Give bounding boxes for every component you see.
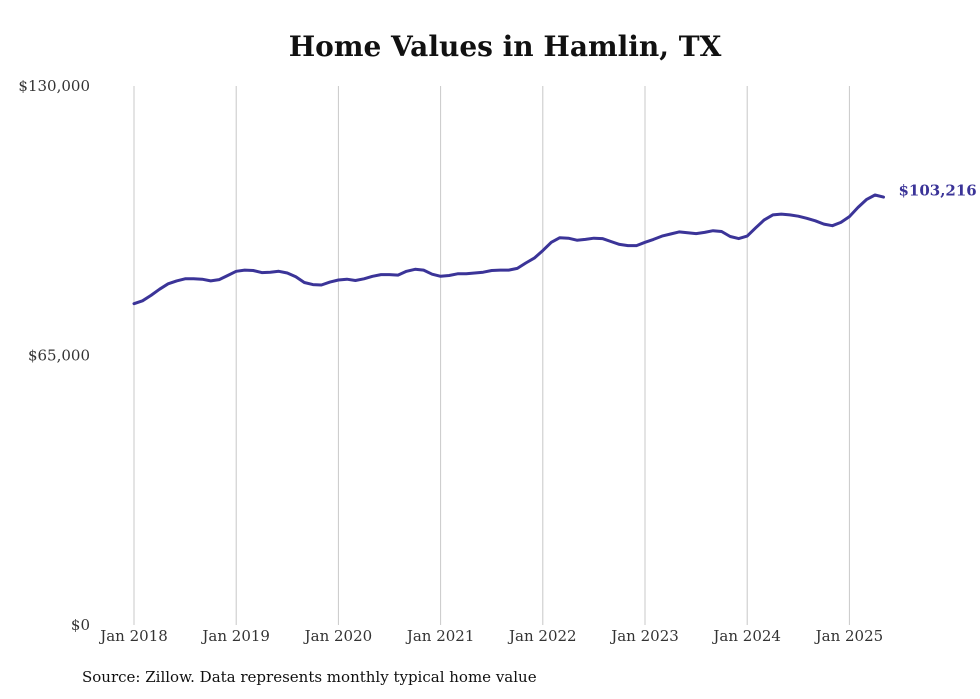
x-axis-ticks: Jan 2018 Jan 2019 Jan 2020 Jan 2021 Jan 2022… <box>98 627 883 645</box>
x-tick-label: Jan 2018 <box>98 627 168 645</box>
x-tick-label: Jan 2022 <box>507 627 577 645</box>
y-tick-label: $0 <box>71 616 90 634</box>
grid-lines <box>133 86 850 625</box>
source-note: Source: Zillow. Data represents monthly … <box>82 668 537 686</box>
series-line <box>132 193 885 306</box>
x-tick-label: Jan 2019 <box>200 627 270 645</box>
x-tick-label: Jan 2024 <box>711 627 781 645</box>
y-axis-ticks: $0 $65,000 $130,000 <box>18 77 90 634</box>
x-tick-label: Jan 2021 <box>405 627 475 645</box>
x-tick-label: Jan 2025 <box>814 627 884 645</box>
chart-title: Home Values in Hamlin, TX <box>288 30 722 63</box>
x-tick-label: Jan 2023 <box>609 627 679 645</box>
x-tick-label: Jan 2020 <box>303 627 373 645</box>
end-value-label: $103,216 <box>898 182 976 200</box>
series-group: $103,216 <box>132 182 977 306</box>
y-tick-label: $130,000 <box>18 77 90 95</box>
y-tick-label: $65,000 <box>28 347 90 365</box>
